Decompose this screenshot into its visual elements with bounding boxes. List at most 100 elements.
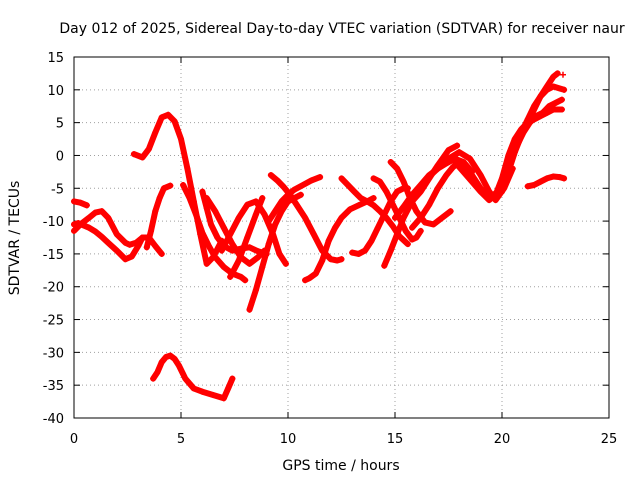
data-point [460, 168, 467, 175]
data-point [325, 237, 332, 244]
data-point [383, 188, 390, 195]
data-point [203, 260, 210, 267]
data-point [349, 249, 356, 256]
y-tick-label: 10 [47, 84, 64, 99]
data-point [439, 214, 446, 221]
data-point [400, 178, 407, 185]
data-point [205, 243, 212, 250]
data-point [235, 257, 242, 264]
series-trace [349, 185, 411, 257]
y-tick-label: -20 [43, 281, 64, 296]
data-point [338, 214, 345, 221]
data-point [246, 306, 253, 313]
data-point [351, 188, 358, 195]
series-trace [143, 182, 174, 251]
data-point [171, 355, 178, 362]
data-point [135, 243, 142, 250]
data-point [404, 241, 411, 248]
data-point [355, 202, 362, 209]
data-point [312, 270, 319, 277]
data-point [242, 277, 249, 284]
data-point [282, 260, 289, 267]
data-point [302, 214, 309, 221]
data-point [387, 247, 394, 254]
y-tick-label: 5 [56, 117, 64, 132]
data-point [77, 199, 84, 206]
data-point [319, 257, 326, 264]
data-point [83, 202, 90, 209]
series-trace [180, 182, 249, 284]
series-arc-26 [499, 70, 561, 195]
axis-ticks: 0 5 10 15 20 25 -40 -35 -30 -25 -20 -15 -10 -5 0 5 10 15 [43, 51, 618, 447]
chart-title: Day 012 of 2025, Sidereal Day-to-day VTE… [59, 21, 625, 37]
data-point [158, 250, 165, 257]
data-point [71, 198, 77, 205]
data-point [505, 168, 512, 175]
data-point [550, 83, 557, 90]
data-point [466, 155, 473, 162]
data-point [400, 203, 407, 210]
y-tick-label: -5 [51, 182, 64, 197]
data-point [531, 106, 538, 113]
data-point [244, 201, 251, 208]
data-point [158, 114, 165, 121]
y-tick-label: -30 [43, 346, 64, 361]
data-point [477, 172, 484, 179]
data-point [477, 188, 484, 195]
data-point [71, 221, 77, 228]
data-point [381, 262, 388, 269]
x-tick-label: 10 [280, 432, 297, 447]
data-point [417, 214, 424, 221]
series-arc-10 [227, 195, 266, 280]
x-tick-label: 15 [387, 432, 404, 447]
y-tick-label: -25 [43, 314, 64, 329]
data-point [246, 244, 253, 251]
series-trace [381, 142, 461, 269]
data-point [377, 208, 384, 215]
data-point [550, 73, 557, 80]
data-point [218, 247, 225, 254]
data-point [158, 359, 165, 366]
data-point [145, 145, 152, 152]
data-point [203, 195, 210, 202]
y-tick-label: -15 [43, 248, 64, 263]
plot-frame [73, 56, 610, 419]
data-point [203, 204, 210, 211]
data-point [92, 228, 99, 235]
data-point [344, 181, 351, 188]
series-trace [150, 352, 236, 402]
data-point [252, 287, 259, 294]
data-point [244, 234, 251, 241]
data-point [392, 214, 398, 221]
data-point [75, 220, 82, 227]
data-point [389, 201, 396, 208]
y-tick-label: -10 [43, 215, 64, 230]
data-point [445, 155, 452, 162]
data-point [531, 181, 538, 188]
data-point [229, 241, 236, 248]
data-point [259, 195, 266, 202]
data-series [71, 70, 568, 402]
data-point [308, 177, 315, 184]
data-point [261, 211, 268, 218]
data-point [128, 253, 135, 260]
data-point [389, 223, 396, 230]
data-point [252, 211, 259, 218]
data-point [357, 195, 364, 202]
data-point [214, 234, 221, 241]
data-point [227, 231, 234, 238]
series-arc-13 [267, 172, 345, 264]
data-point [113, 231, 120, 238]
data-point [409, 191, 416, 198]
data-point [272, 208, 279, 215]
data-point [171, 118, 178, 125]
data-point [558, 106, 565, 113]
data-point [524, 119, 531, 126]
data-point [199, 229, 206, 236]
data-point [413, 208, 420, 215]
data-point [550, 173, 557, 180]
data-point [434, 165, 441, 172]
data-point [178, 136, 184, 143]
data-point [207, 221, 214, 228]
